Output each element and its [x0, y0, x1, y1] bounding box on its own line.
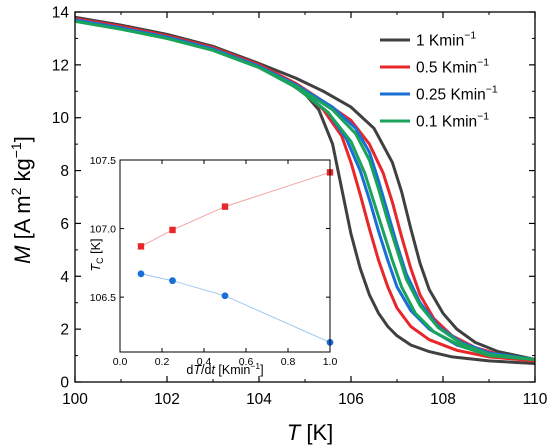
inset-frame	[119, 159, 331, 353]
inset-y-tick-label: 106.5	[90, 292, 116, 304]
main-y-axis-label: M [A m2 kg−1]	[8, 136, 35, 264]
legend-label: 0.1 Kmin−1	[416, 111, 489, 131]
main-axes	[74, 11, 536, 383]
inset-x-tick-label: 0.2	[155, 356, 170, 368]
main-plot: 100 102 104 106 108 110 0 2 4 6 8 10 12 14 1 Kmin−1 0.…	[8, 5, 548, 446]
inset-connecting-lines	[140, 171, 331, 343]
x-tick-label: 108	[430, 391, 456, 408]
inset-x-tick-label: 0.4	[197, 356, 212, 368]
y-tick-label: 10	[52, 110, 70, 127]
main-tick-labels: 100 102 104 106 108 110 0 2 4 6 8 10 12 14	[52, 5, 548, 409]
inset-x-tick-label: 0.6	[239, 356, 254, 368]
series-0_1-branch-2	[74, 19, 536, 361]
y-tick-label: 2	[60, 322, 69, 339]
inset-plot: 0.0 0.2 0.4 0.6 0.8 1.0 106.5 107.0 107.5 TC [K]…	[89, 155, 337, 377]
inset-line-circle	[140, 273, 331, 343]
legend: 1 Kmin−1 0.5 Kmin−1 0.25 Kmin−1 0.1 Kmin−1	[380, 30, 498, 131]
y-tick-label: 4	[60, 269, 69, 286]
x-tick-label: 110	[523, 391, 548, 408]
x-tick-label: 106	[338, 391, 364, 408]
y-tick-label: 0	[60, 375, 69, 392]
inset-tick-labels: 0.0 0.2 0.4 0.6 0.8 1.0 106.5 107.0 107.5	[90, 155, 338, 368]
x-tick-label: 102	[154, 391, 180, 408]
x-tick-label: 100	[62, 391, 88, 408]
inset-circle-point	[221, 292, 229, 300]
inset-y-tick-label: 107.0	[90, 223, 116, 235]
inset-circle-point	[169, 277, 176, 285]
y-tick-label: 14	[52, 5, 70, 22]
legend-label: 1 Kmin−1	[416, 30, 476, 50]
inset-x-tick-label: 0.8	[281, 356, 296, 368]
inset-square-point	[221, 203, 229, 210]
main-x-axis-label: T [K]	[287, 420, 333, 445]
legend-label: 0.5 Kmin−1	[416, 57, 489, 77]
inset-square-point	[137, 243, 145, 250]
inset-square-point	[169, 226, 176, 234]
inset-x-axis-label: dT/dt [Kmin−1]	[186, 361, 263, 377]
y-tick-label: 12	[52, 57, 69, 74]
y-tick-label: 8	[60, 163, 69, 180]
inset-y-tick-label: 107.5	[90, 155, 116, 167]
inset-line-square	[140, 171, 331, 247]
x-tick-label: 104	[246, 391, 272, 408]
inset-x-tick-label: 0.0	[113, 356, 128, 368]
inset-circle-point	[137, 270, 145, 278]
inset-x-tick-label: 1.0	[323, 356, 338, 368]
y-tick-label: 6	[60, 216, 69, 233]
main-curves	[74, 15, 536, 365]
inset-y-axis-label: TC [K]	[89, 239, 105, 272]
inset-axes	[119, 159, 331, 353]
inset-background	[120, 160, 330, 352]
legend-label: 0.25 Kmin−1	[416, 84, 498, 104]
